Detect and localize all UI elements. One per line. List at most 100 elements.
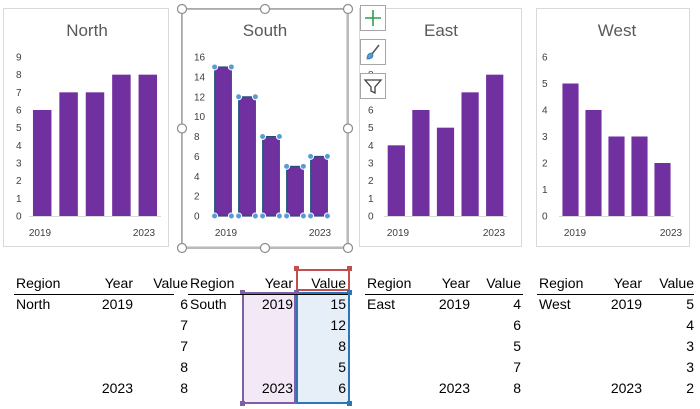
table-cell[interactable] (190, 378, 240, 399)
table-cell[interactable]: 7 (180, 338, 188, 354)
table-cell[interactable] (539, 357, 589, 378)
bar-selection-handle[interactable] (275, 212, 283, 220)
table-cell[interactable] (16, 315, 66, 336)
bar[interactable] (562, 83, 579, 217)
column-header[interactable]: Year (441, 275, 470, 291)
chart-resize-handle[interactable] (342, 3, 354, 15)
column-header[interactable]: Year (104, 275, 133, 291)
bar[interactable] (631, 136, 648, 217)
table-cell[interactable] (594, 336, 642, 357)
bar[interactable] (286, 165, 304, 217)
table-cell[interactable]: 2019 (101, 296, 133, 312)
bar-selection-handle[interactable] (227, 212, 235, 220)
table-cell[interactable] (367, 357, 417, 378)
table-cell[interactable] (245, 357, 293, 378)
bar[interactable] (412, 110, 430, 216)
table-cell[interactable] (76, 357, 133, 378)
table-cell[interactable] (539, 336, 589, 357)
table-cell[interactable] (190, 315, 240, 336)
table-cell[interactable]: 2 (686, 380, 694, 396)
table-cell[interactable] (594, 315, 642, 336)
chart-resize-handle[interactable] (259, 3, 271, 15)
bar-selection-handle[interactable] (323, 212, 331, 220)
table-cell[interactable] (16, 357, 66, 378)
chart-filters-button[interactable] (360, 73, 386, 99)
column-header[interactable]: Year (613, 275, 642, 291)
chart-north[interactable]: North 0 1 2 3 4 5 6 7 8 9 2019 2023 (3, 8, 169, 247)
column-header[interactable]: Value (311, 275, 346, 291)
table-cell[interactable]: 5 (686, 296, 694, 312)
bar-selection-handle[interactable] (227, 63, 235, 71)
table-cell[interactable]: 7 (513, 359, 521, 375)
table-cell[interactable]: 8 (338, 338, 346, 354)
table-cell[interactable]: 5 (513, 338, 521, 354)
table-cell[interactable]: 6 (513, 317, 521, 333)
table-cell[interactable] (190, 336, 240, 357)
table-cell[interactable]: 2019 (610, 296, 642, 312)
chart-resize-handle[interactable] (342, 242, 354, 254)
table-cell[interactable]: 3 (686, 338, 694, 354)
table-cell[interactable]: 2019 (438, 296, 470, 312)
range-handle[interactable] (347, 266, 352, 271)
bar-selection-handle[interactable] (211, 212, 219, 220)
bar[interactable] (262, 136, 280, 217)
bar[interactable] (310, 155, 328, 217)
bar[interactable] (59, 92, 78, 216)
table-cell[interactable]: 8 (180, 359, 188, 375)
table-cell[interactable]: 2023 (261, 380, 293, 396)
table-cell[interactable] (16, 336, 66, 357)
table-cell[interactable]: South (190, 296, 227, 312)
bar-selection-handle[interactable] (235, 212, 243, 220)
bar-selection-handle[interactable] (251, 212, 259, 220)
table-cell[interactable] (367, 315, 417, 336)
bar[interactable] (112, 74, 131, 217)
bar-selection-handle[interactable] (259, 212, 267, 220)
bar-selection-handle[interactable] (251, 93, 259, 101)
chart-resize-handle[interactable] (176, 242, 188, 254)
table-cell[interactable]: 8 (513, 380, 521, 396)
table-cell[interactable] (76, 336, 133, 357)
table-cell[interactable]: 4 (686, 317, 694, 333)
table-cell[interactable] (190, 357, 240, 378)
table-cell[interactable] (245, 315, 293, 336)
table-cell[interactable] (422, 336, 470, 357)
bar-selection-handle[interactable] (211, 63, 219, 71)
column-header[interactable]: Value (486, 275, 521, 291)
bar-selection-handle[interactable] (307, 152, 315, 160)
column-header[interactable]: Region (367, 275, 412, 291)
bar[interactable] (85, 92, 105, 216)
bar[interactable] (654, 163, 671, 216)
table-cell[interactable]: 4 (513, 296, 521, 312)
bar[interactable] (461, 92, 479, 216)
chart-south[interactable]: South 0 2 4 6 8 10 12 14 16 2019 2023 (176, 3, 354, 254)
bar[interactable] (32, 110, 52, 216)
chart-west[interactable]: West 0 1 2 3 4 5 6 2019 2023 (536, 8, 690, 247)
bar-selection-handle[interactable] (275, 133, 283, 140)
bar-selection-handle[interactable] (259, 133, 267, 140)
table-cell[interactable]: 8 (180, 380, 188, 396)
table-cell[interactable]: 2023 (101, 380, 133, 396)
bar[interactable] (238, 96, 256, 217)
bar[interactable] (486, 74, 504, 217)
column-header[interactable]: Year (264, 275, 293, 291)
bar-selection-handle[interactable] (323, 152, 331, 160)
chart-resize-handle[interactable] (176, 123, 188, 134)
table-cell[interactable] (539, 378, 589, 399)
table-cell[interactable]: 12 (330, 317, 346, 333)
table-cell[interactable] (422, 357, 470, 378)
column-header[interactable]: Region (190, 275, 235, 291)
table-cell[interactable]: East (367, 296, 396, 312)
table-cell[interactable] (16, 378, 66, 399)
table-cell[interactable]: 6 (338, 380, 346, 396)
chart-elements-button[interactable] (360, 5, 386, 31)
bar-selection-handle[interactable] (235, 93, 243, 101)
bar[interactable] (387, 145, 405, 216)
table-cell[interactable]: North (16, 296, 51, 312)
bar-selection-handle[interactable] (299, 212, 307, 220)
bar[interactable] (585, 110, 602, 216)
bar[interactable] (214, 66, 232, 217)
column-header[interactable]: Value (659, 275, 694, 291)
table-cell[interactable] (594, 357, 642, 378)
table-cell[interactable]: 2023 (438, 380, 470, 396)
chart-resize-handle[interactable] (259, 242, 271, 254)
